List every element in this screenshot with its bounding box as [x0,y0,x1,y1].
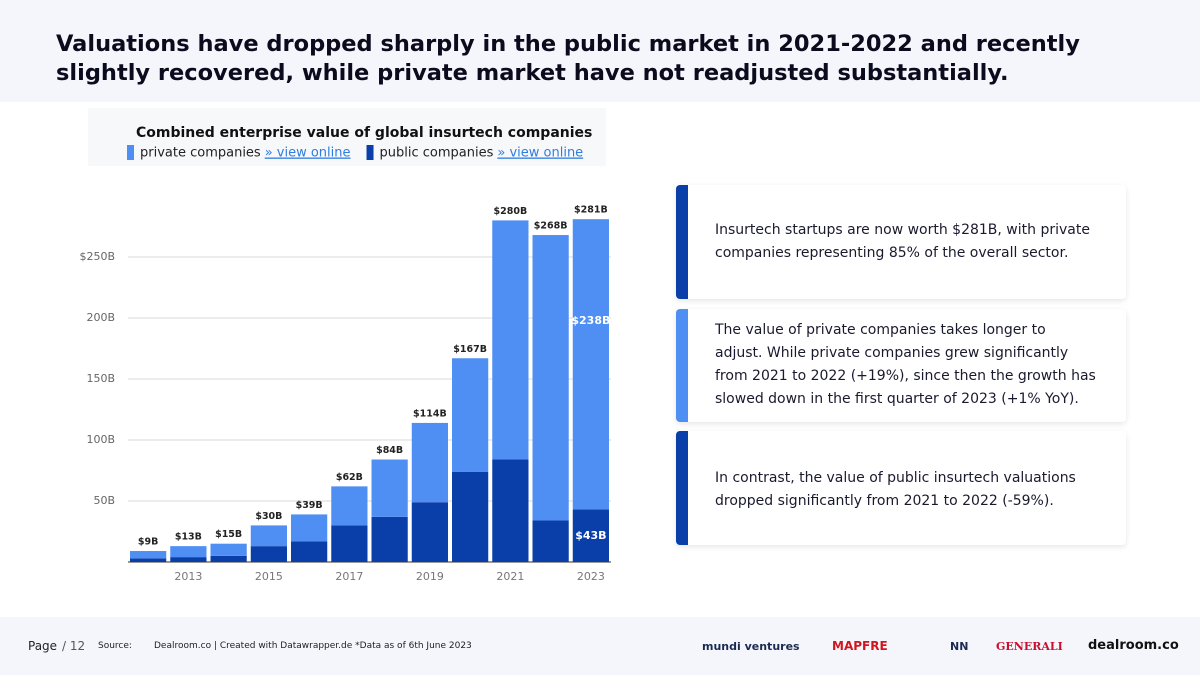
page-number: / 12 [62,639,86,653]
bar-segment [452,471,489,562]
total-label: $84B [376,445,403,456]
note-card: The value of private companies takes lon… [676,309,1126,422]
bar-segment [130,551,167,559]
total-label: $9B [138,537,158,548]
y-tick-label: 200B [86,311,115,324]
bar-segment [331,486,368,526]
total-label: $30B [255,511,282,522]
bar-segment [250,546,287,562]
bar-segment [492,459,529,562]
card-accent [676,431,688,545]
total-label: $268B [534,221,568,232]
note-text: Insurtech startups are now worth $281B, … [715,222,1090,261]
bar-segment [452,358,489,472]
bar-segment [492,220,529,460]
page-label: Page [28,639,58,653]
total-label: $62B [336,472,363,483]
legend-link[interactable]: » view online [265,146,351,161]
legend-label: private companies [140,146,261,161]
note-card: Insurtech startups are now worth $281B, … [676,185,1126,299]
note-text: In contrast, the value of public insurte… [715,470,1076,509]
bar-segment [371,459,408,517]
legend-swatch [127,145,134,160]
bar-segment [371,516,408,562]
x-tick-label: 2021 [496,570,524,583]
footer: Page / 12 Source: Dealroom.co | Created … [0,617,1200,675]
legend-link[interactable]: » view online [497,146,583,161]
logo: GENERALI [996,640,1063,653]
card-accent [676,309,688,422]
header: Valuations have dropped sharply in the p… [0,0,1200,102]
total-label: $39B [296,500,323,511]
bar-segment [532,520,569,562]
x-tick-label: 2017 [335,570,363,583]
x-tick-label: 2019 [416,570,444,583]
total-label: $280B [494,206,528,217]
bar-segment [170,557,207,562]
logo: MAPFRE [832,639,888,653]
logo: NN [950,640,969,653]
y-tick-label: 50B [93,494,115,507]
value-label: $43B [575,529,606,542]
bar-segment [130,558,167,562]
legend-label: public companies [380,146,494,161]
y-tick-label: 100B [86,433,115,446]
bar-segment [532,235,569,521]
bar-segment [210,543,247,556]
bar-segment [291,541,328,562]
value-label: $238B [571,314,610,327]
x-tick-label: 2023 [577,570,605,583]
logo: mundi ventures [702,640,800,653]
source: Dealroom.co | Created with Datawrapper.d… [154,641,472,651]
note-card: In contrast, the value of public insurte… [676,431,1126,545]
bar-segment [331,525,368,562]
x-tick-label: 2015 [255,570,283,583]
note-text: The value of private companies takes lon… [715,322,1096,407]
total-label: $13B [175,532,202,543]
bar-segment [210,555,247,562]
total-label: $15B [215,529,242,540]
logo: dealroom.co [1088,638,1179,653]
bar-segment [170,546,207,558]
total-label: $281B [574,205,608,216]
y-tick-label: $250B [79,250,115,263]
chart-area: Combined enterprise value of global insu… [0,102,640,602]
total-label: $114B [413,408,447,419]
chart-title: Combined enterprise value of global insu… [136,125,592,141]
source-label: Source: [98,641,132,651]
legend-swatch [366,145,374,160]
bar-segment [291,514,328,542]
card-accent [676,185,688,299]
total-label: $167B [453,344,487,355]
legend-box [88,108,606,166]
y-tick-label: 150B [86,372,115,385]
bar-segment [411,502,448,562]
x-tick-label: 2013 [174,570,202,583]
bar-segment [572,509,609,562]
chart: Combined enterprise value of global insu… [79,108,611,583]
slide-title: Valuations have dropped sharply in the p… [56,31,1080,86]
bar-segment [572,219,609,510]
bar-segment [411,422,448,503]
bar-segment [250,525,287,547]
